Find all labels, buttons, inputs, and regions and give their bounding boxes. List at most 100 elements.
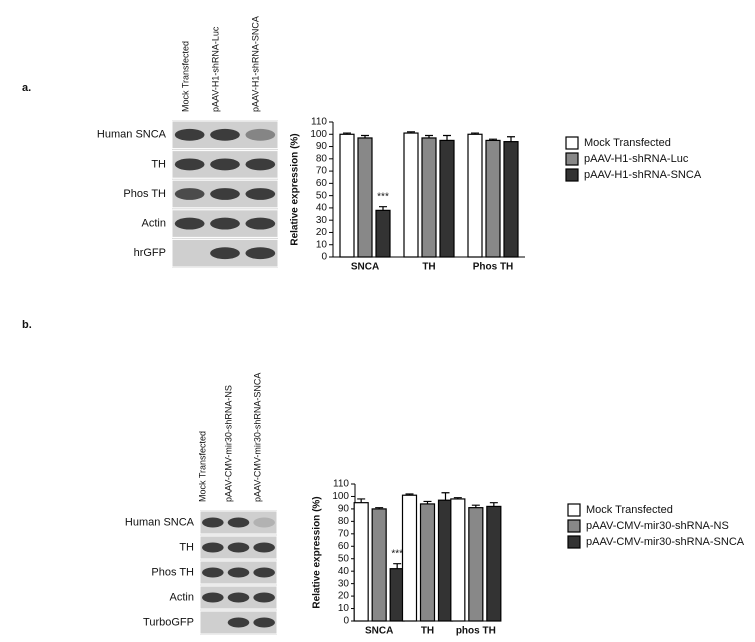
blot-band — [210, 129, 240, 141]
blot-row-label: Phos TH — [151, 566, 194, 578]
blot-band — [228, 593, 250, 603]
legend-label: pAAV-H1-shRNA-Luc — [584, 153, 689, 165]
legend-label: pAAV-CMV-mir30-shRNA-SNCA — [586, 536, 745, 548]
y-tick-label: 70 — [338, 528, 350, 539]
panel-label: b. — [22, 319, 32, 331]
bar — [403, 495, 417, 621]
y-tick-label: 90 — [316, 141, 328, 152]
blot-band — [228, 518, 250, 528]
x-tick-label: TH — [421, 626, 434, 637]
bar — [422, 138, 436, 257]
y-tick-label: 90 — [338, 504, 350, 515]
x-tick-label: SNCA — [365, 626, 393, 637]
blot-band — [175, 188, 205, 200]
error-bar — [507, 137, 515, 142]
y-tick-label: 50 — [316, 190, 328, 201]
blot-band — [175, 218, 205, 230]
legend-label: Mock Transfected — [584, 137, 671, 149]
blot-band — [228, 618, 250, 628]
lane-label: pAAV-H1-shRNA-Luc — [210, 26, 220, 112]
blot-band — [210, 188, 240, 200]
legend-swatch — [566, 169, 578, 181]
blot-row-label: Human SNCA — [125, 516, 195, 528]
y-tick-label: 60 — [338, 541, 350, 552]
blot-band — [175, 129, 205, 141]
bar — [468, 134, 482, 257]
error-bar — [443, 136, 451, 141]
y-tick-label: 60 — [316, 178, 328, 189]
bar — [404, 133, 418, 257]
y-tick-label: 20 — [316, 227, 328, 238]
y-tick-label: 100 — [310, 129, 327, 140]
legend-label: Mock Transfected — [586, 504, 673, 516]
y-tick-label: 80 — [338, 516, 350, 527]
figure: a. Human SNCA TH Phos TH Actin hrGFP Mock Tran… — [0, 0, 755, 642]
legend-swatch — [568, 520, 580, 532]
y-tick-label: 0 — [343, 616, 349, 627]
y-tick-label: 110 — [333, 479, 349, 490]
blot-band — [253, 593, 275, 603]
y-tick-label: 40 — [316, 203, 328, 214]
x-tick-label: Phos TH — [473, 262, 514, 273]
bar — [358, 138, 372, 257]
blot-row-label: hrGFP — [134, 247, 166, 259]
bar — [376, 210, 390, 257]
legend-swatch — [566, 153, 578, 165]
y-tick-label: 0 — [321, 252, 327, 263]
legend-label: pAAV-CMV-mir30-shRNA-NS — [586, 520, 729, 532]
x-tick-label: SNCA — [351, 262, 379, 273]
y-tick-label: 40 — [338, 566, 350, 577]
bar — [487, 506, 501, 621]
blot-band — [253, 568, 275, 578]
bar — [372, 509, 386, 621]
bar — [504, 142, 518, 257]
y-tick-label: 70 — [316, 166, 328, 177]
y-tick-label: 50 — [338, 553, 350, 564]
y-tick-label: 100 — [332, 491, 349, 502]
blot-band — [245, 218, 275, 230]
bar — [451, 499, 465, 621]
y-axis-label: Relative expression (%) — [290, 133, 301, 245]
bar — [469, 508, 483, 621]
blot-band — [228, 543, 250, 553]
lane-label: pAAV-CMV-mir30-shRNA-NS — [223, 385, 233, 502]
x-tick-label: phos TH — [456, 626, 496, 637]
blot-row-label: Actin — [170, 591, 194, 603]
y-tick-label: 20 — [338, 591, 350, 602]
lane-label: Mock Transfected — [180, 41, 190, 112]
blot-row-label: Phos TH — [123, 188, 166, 200]
y-tick-label: 10 — [338, 603, 350, 614]
blot-band — [210, 247, 240, 259]
blot-row-label: Actin — [142, 218, 166, 230]
blot-band — [253, 543, 275, 553]
lane-label: Mock Transfected — [197, 431, 207, 502]
annotation: *** — [391, 548, 403, 559]
blot-row-label: TurboGFP — [143, 616, 194, 628]
annotation: *** — [377, 191, 389, 202]
error-bar — [442, 493, 450, 500]
panel-label: a. — [22, 82, 31, 94]
blot-band — [245, 188, 275, 200]
blot-band — [175, 158, 205, 170]
blot-band — [202, 568, 224, 578]
blot-band — [253, 618, 275, 628]
lane-label: pAAV-CMV-mir30-shRNA-SNCA — [252, 373, 262, 502]
legend-swatch — [566, 137, 578, 149]
blot-row-label: TH — [151, 158, 166, 170]
blot-band — [210, 158, 240, 170]
lane-label: pAAV-H1-shRNA-SNCA — [250, 16, 260, 112]
bar — [340, 134, 354, 257]
blot-band — [253, 518, 275, 528]
blot-band — [245, 129, 275, 141]
y-tick-label: 30 — [316, 215, 328, 226]
y-tick-label: 80 — [316, 153, 328, 164]
legend-swatch — [568, 536, 580, 548]
blot-band — [210, 218, 240, 230]
x-tick-label: TH — [422, 262, 435, 273]
y-axis-label: Relative expression (%) — [312, 496, 323, 608]
blot-band — [245, 158, 275, 170]
blot-band — [202, 518, 224, 528]
bar — [486, 140, 500, 257]
bar — [440, 140, 454, 257]
y-tick-label: 110 — [311, 117, 327, 128]
